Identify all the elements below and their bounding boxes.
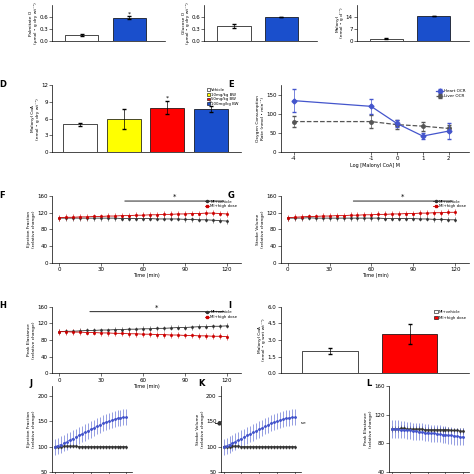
Y-axis label: Glucose O
(μmol • g dry wt⁻¹): Glucose O (μmol • g dry wt⁻¹)	[182, 2, 190, 44]
Bar	[370, 39, 403, 41]
Y-axis label: Peak Elastance
(relative change): Peak Elastance (relative change)	[365, 410, 373, 448]
Text: L: L	[366, 380, 372, 389]
Text: K: K	[198, 380, 204, 389]
Y-axis label: Stroke Volume
(relative change): Stroke Volume (relative change)	[196, 410, 205, 448]
X-axis label: Time (min): Time (min)	[133, 273, 160, 278]
Legend: MI+vehicle, MI+high dose: MI+vehicle, MI+high dose	[433, 309, 467, 322]
Y-axis label: Malonyl CoA
(nmol • g dry wt⁻¹): Malonyl CoA (nmol • g dry wt⁻¹)	[31, 98, 40, 140]
Text: *: *	[401, 194, 405, 200]
Y-axis label: Malonyl CoA
(nmol • g wet wt⁻¹): Malonyl CoA (nmol • g wet wt⁻¹)	[258, 319, 266, 361]
Bar	[107, 118, 141, 152]
Bar	[64, 124, 97, 152]
Text: E: E	[228, 80, 234, 89]
Legend: Heart OCR, Liver OCR: Heart OCR, Liver OCR	[435, 88, 467, 100]
Text: G: G	[228, 191, 235, 200]
Legend: MI+vehicle, MI+high dose: MI+vehicle, MI+high dose	[432, 198, 467, 210]
X-axis label: Time (min): Time (min)	[362, 273, 388, 278]
Bar	[112, 18, 146, 41]
Bar	[302, 351, 358, 374]
Text: F: F	[0, 191, 5, 200]
Y-axis label: Palmitate O
(μmol • g dry wt⁻¹): Palmitate O (μmol • g dry wt⁻¹)	[29, 2, 38, 44]
Bar	[65, 35, 98, 41]
Text: I: I	[228, 301, 231, 310]
Y-axis label: Ejection Fraction
(relative change): Ejection Fraction (relative change)	[27, 210, 36, 248]
X-axis label: Log [Malonyl CoA] M: Log [Malonyl CoA] M	[350, 163, 400, 168]
Legend: MI+vehicle, MI+high dose: MI+vehicle, MI+high dose	[203, 198, 239, 210]
Legend: Vehicle, 10mg/kg BW, 50mg/kg BW, 100mg/kg BW: Vehicle, 10mg/kg BW, 50mg/kg BW, 100mg/k…	[206, 87, 239, 107]
Y-axis label: Stroke Volume
(relative change): Stroke Volume (relative change)	[256, 210, 264, 248]
Text: *: *	[173, 194, 176, 200]
Text: *: *	[155, 305, 159, 311]
Bar	[417, 16, 450, 41]
Text: H: H	[0, 301, 6, 310]
Bar	[150, 108, 184, 152]
Text: *: *	[209, 101, 212, 106]
Y-axis label: Ejection Fraction
(relative change): Ejection Fraction (relative change)	[27, 410, 36, 448]
Legend: Sham+vehicle, Sham+ high dose: Sham+vehicle, Sham+ high dose	[213, 419, 308, 427]
Bar	[382, 335, 438, 374]
Legend: MI+vehicle, MI+high dose: MI+vehicle, MI+high dose	[203, 309, 239, 320]
Bar	[193, 109, 228, 152]
Bar	[218, 26, 251, 41]
Text: *: *	[165, 96, 169, 101]
Y-axis label: Malonyl
(nmol • g d⁻¹): Malonyl (nmol • g d⁻¹)	[336, 8, 344, 38]
Text: J: J	[30, 380, 33, 389]
Text: D: D	[0, 80, 6, 89]
X-axis label: Time (min): Time (min)	[133, 384, 160, 389]
Y-axis label: Oxygen Consumption
Rate (nmol • min⁻¹): Oxygen Consumption Rate (nmol • min⁻¹)	[256, 95, 264, 142]
Bar	[265, 17, 298, 41]
Y-axis label: Peak Elastance
(relative change): Peak Elastance (relative change)	[27, 321, 36, 359]
Text: *: *	[128, 11, 131, 16]
